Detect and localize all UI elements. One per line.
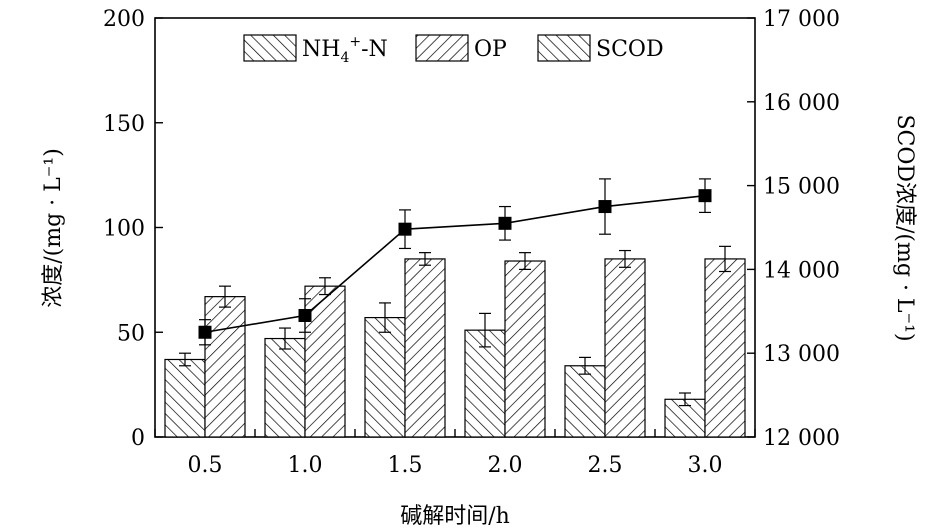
legend-nh4-main: NH [302,37,340,62]
right-tick-label: 15 000 [763,175,840,200]
bar-nh4 [464,329,506,438]
left-tick-label: 100 [103,217,145,242]
x-axis-title: 碱解时间/h [400,504,510,529]
bar-op [604,258,646,438]
right-axis-ticks: 12 000 13 000 14 000 15 000 16 000 17 000 [747,7,840,451]
left-tick-label: 50 [117,321,145,346]
right-tick-label: 13 000 [763,342,840,367]
x-axis-ticks: 0.5 1.0 1.5 2.0 2.5 3.0 [154,429,756,478]
left-axis-title: 浓度/(mg · L⁻¹) [41,148,66,308]
bar-op [504,260,546,438]
scod-point [398,222,412,236]
legend-nh4-tail: -N [361,37,388,62]
x-tick-label: 2.0 [488,453,523,478]
legend-swatch-nh4 [243,34,297,62]
left-tick-label: 0 [131,426,145,451]
bar-op [704,258,746,438]
x-tick-label: 3.0 [688,453,723,478]
scod-line [204,194,706,334]
left-tick-label: 200 [103,7,145,32]
scod-point [198,325,212,339]
legend-nh4-sup: + [349,34,361,50]
right-tick-label: 14 000 [763,258,840,283]
legend: NH4+-N OP SCOD [243,34,664,66]
bar-nh4 [264,337,306,438]
right-tick-label: 16 000 [763,91,840,116]
legend-swatch-op [415,34,469,62]
right-tick-label: 17 000 [763,7,840,32]
x-tick-label: 0.5 [188,453,223,478]
legend-label-op: OP [474,37,507,62]
left-tick-label: 150 [103,112,145,137]
x-tick-label: 1.5 [388,453,423,478]
bar-nh4 [564,365,606,438]
bar-op [204,296,246,438]
legend-swatch-scod [537,34,591,62]
left-axis-ticks: 0 50 100 150 200 [103,7,163,451]
right-tick-label: 12 000 [763,426,840,451]
scod-line-group [198,178,712,346]
bar-op [304,285,346,438]
legend-label-scod: SCOD [596,37,664,62]
bar-nh4 [164,358,206,438]
right-axis-title: SCOD浓度/(mg · L⁻¹) [892,114,917,341]
scod-point [698,189,712,203]
bar-op [404,258,446,438]
legend-nh4-sub: 4 [340,50,349,66]
scod-point [598,200,612,214]
bar-group [164,245,746,438]
scod-point [298,308,312,322]
x-tick-label: 1.0 [288,453,323,478]
legend-label-nh4: NH4+-N [302,34,388,66]
x-tick-label: 2.5 [588,453,623,478]
bar-nh4 [364,316,406,438]
scod-point [498,216,512,230]
